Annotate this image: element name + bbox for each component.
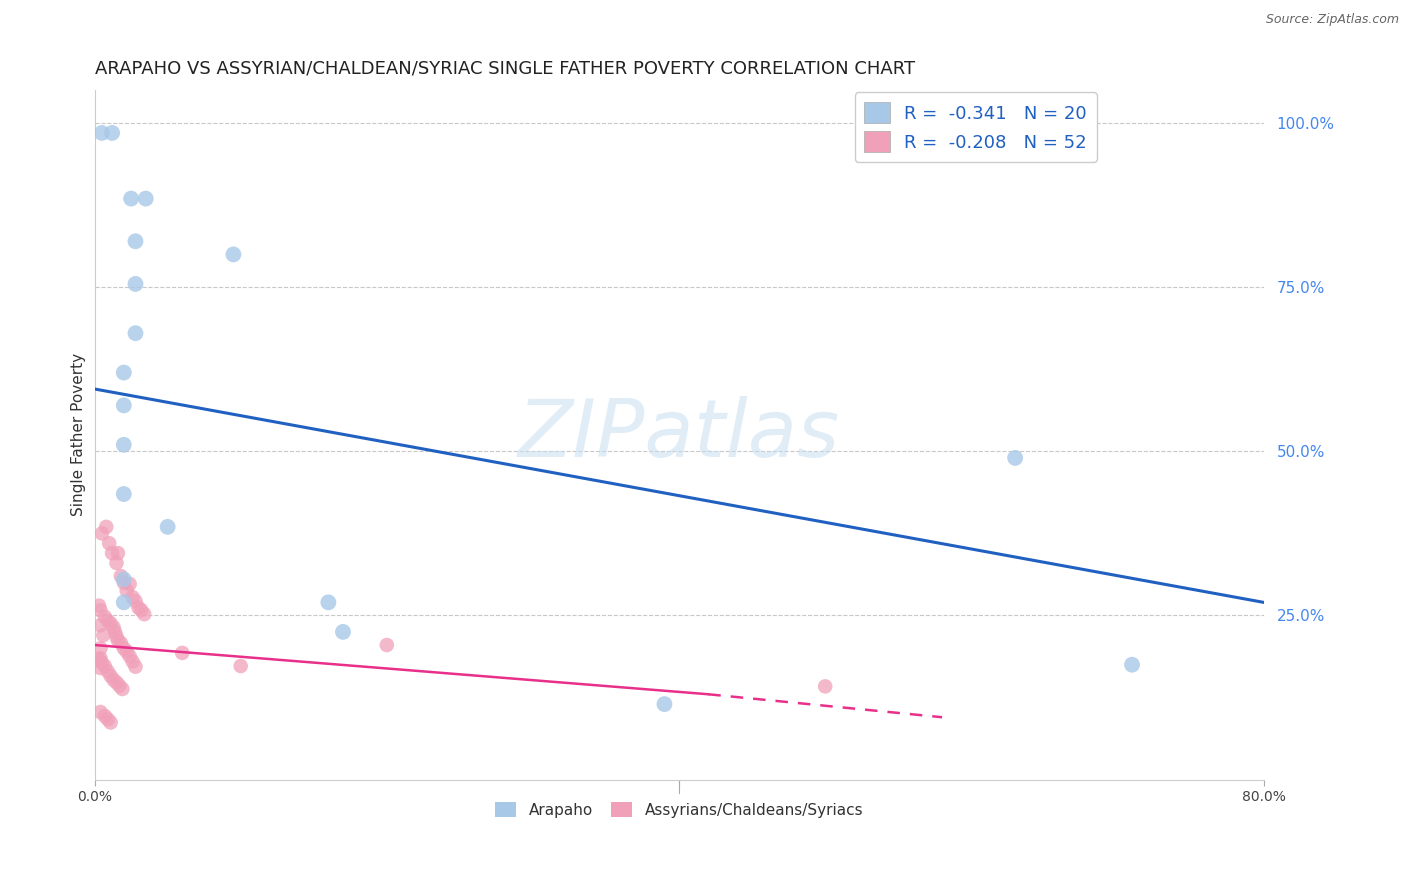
Point: [332, 624, 354, 639]
Point: [110, 636, 132, 650]
Point: [124, 234, 146, 248]
Point: [87, 599, 110, 613]
Point: [318, 595, 340, 609]
Point: [124, 594, 146, 608]
Point: [118, 577, 141, 591]
Point: [107, 546, 129, 560]
Point: [654, 697, 676, 711]
Point: [103, 673, 125, 687]
Point: [101, 126, 124, 140]
Point: [134, 607, 156, 622]
Point: [100, 616, 122, 631]
Point: [104, 624, 127, 639]
Point: [124, 277, 146, 291]
Text: Source: ZipAtlas.com: Source: ZipAtlas.com: [1265, 13, 1399, 27]
Point: [101, 546, 124, 560]
Point: [172, 646, 194, 660]
Point: [94, 609, 117, 624]
Point: [89, 705, 111, 719]
Point: [112, 595, 135, 609]
Point: [127, 600, 149, 615]
Point: [112, 573, 135, 587]
Point: [105, 630, 128, 644]
Point: [105, 675, 128, 690]
Point: [118, 649, 141, 664]
Point: [121, 655, 143, 669]
Text: ARAPAHO VS ASSYRIAN/CHALDEAN/SYRIAC SINGLE FATHER POVERTY CORRELATION CHART: ARAPAHO VS ASSYRIAN/CHALDEAN/SYRIAC SING…: [94, 60, 915, 78]
Point: [156, 520, 179, 534]
Point: [91, 628, 114, 642]
Point: [229, 659, 252, 673]
Point: [112, 398, 135, 412]
Text: ZIPatlas: ZIPatlas: [517, 396, 841, 474]
Point: [94, 709, 117, 723]
Point: [112, 641, 135, 656]
Point: [103, 620, 125, 634]
Point: [100, 715, 122, 730]
Point: [107, 633, 129, 648]
Point: [97, 712, 120, 726]
Point: [96, 520, 118, 534]
Point: [90, 526, 112, 541]
Point: [121, 590, 143, 604]
Point: [112, 366, 135, 380]
Point: [112, 487, 135, 501]
Point: [89, 661, 111, 675]
Point: [105, 556, 128, 570]
Point: [89, 618, 111, 632]
Y-axis label: Single Father Poverty: Single Father Poverty: [72, 353, 86, 516]
Point: [89, 641, 111, 656]
Point: [112, 575, 135, 590]
Point: [94, 659, 117, 673]
Point: [115, 583, 138, 598]
Point: [108, 679, 131, 693]
Point: [111, 681, 134, 696]
Point: [135, 192, 157, 206]
Point: [124, 326, 146, 341]
Point: [814, 679, 837, 693]
Point: [120, 192, 142, 206]
Point: [110, 569, 132, 583]
Point: [89, 651, 111, 665]
Legend: Arapaho, Assyrians/Chaldeans/Syriacs: Arapaho, Assyrians/Chaldeans/Syriacs: [489, 796, 869, 823]
Point: [222, 247, 245, 261]
Point: [89, 603, 111, 617]
Point: [87, 652, 110, 666]
Point: [1121, 657, 1143, 672]
Point: [90, 656, 112, 670]
Point: [90, 126, 112, 140]
Point: [97, 665, 120, 679]
Point: [131, 603, 153, 617]
Point: [115, 644, 138, 658]
Point: [1004, 450, 1026, 465]
Point: [112, 438, 135, 452]
Point: [375, 638, 398, 652]
Point: [124, 659, 146, 673]
Point: [100, 669, 122, 683]
Point: [98, 536, 121, 550]
Point: [97, 614, 120, 628]
